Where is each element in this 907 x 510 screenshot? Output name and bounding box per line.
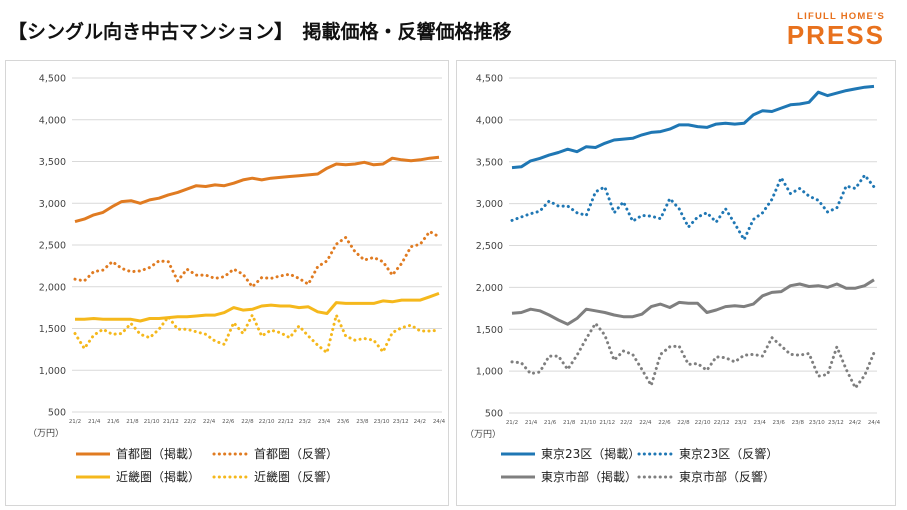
series-line-3: [75, 291, 440, 323]
x-tick-label: 23/12: [393, 419, 409, 425]
y-tick-label: 3,500: [39, 157, 66, 168]
y-tick-label: 1,500: [476, 325, 503, 336]
series-line-1: [511, 84, 875, 170]
legend-label: 近畿圏（掲載）: [116, 469, 200, 484]
x-tick-label: 21/8: [563, 420, 576, 426]
y-tick-label: 3,000: [476, 199, 503, 210]
x-tick-label: 22/2: [184, 419, 196, 425]
y-tick-label: 4,500: [39, 74, 66, 85]
y-tick-label: 4,000: [39, 115, 66, 126]
x-tick-label: 23/6: [337, 419, 350, 425]
x-tick-label: 22/10: [259, 419, 275, 425]
x-tick-label: 22/6: [658, 420, 671, 426]
x-tick-label: 22/4: [639, 420, 652, 426]
legend-label: 東京23区（反響）: [679, 446, 778, 461]
y-tick-label: 4,500: [476, 74, 503, 85]
y-tick-label: 3,500: [476, 157, 503, 168]
x-tick-label: 22/12: [278, 419, 294, 425]
x-tick-label: 24/4: [868, 420, 881, 426]
x-tick-label: 23/10: [374, 419, 390, 425]
chart-metropolitan-kinki: 500 1,000 1,500 2,000 2,500 3,000 3,500 4,000 4,…: [28, 74, 446, 485]
chart-panel-right: 500 1,000 1,500 2,000 2,500 3,000 3,500 4,000 4,…: [456, 60, 896, 506]
x-tick-label: 23/6: [773, 420, 786, 426]
x-tick-label: 21/8: [126, 419, 139, 425]
legend-label: 首都圏（反響）: [254, 446, 338, 461]
legend-label: 近畿圏（反響）: [254, 469, 338, 484]
logo-wordmark: PRESS: [786, 20, 885, 50]
x-tick-label: 21/2: [506, 420, 518, 426]
x-tick-label: 24/2: [414, 419, 426, 425]
y-tick-label: 4,000: [476, 115, 503, 126]
y-axis-unit-label: （万円）: [465, 429, 501, 440]
x-tick-label: 23/2: [734, 420, 746, 426]
x-tick-label: 23/4: [318, 419, 331, 425]
brand-logo: LIFULL HOME'S PRESS: [787, 11, 885, 48]
series-line-3: [511, 278, 875, 326]
y-tick-label: 1,000: [39, 366, 66, 377]
x-tick-label: 23/12: [828, 420, 844, 426]
series-line-4: [73, 313, 441, 355]
x-tick-label: 21/12: [163, 419, 179, 425]
x-tick-label: 21/2: [69, 419, 81, 425]
y-axis-unit-label: （万円）: [28, 428, 64, 439]
x-tick-label: 22/10: [695, 420, 711, 426]
series-line-1: [74, 155, 440, 224]
chart-panel-left: 500 1,000 1,500 2,000 2,500 3,000 3,500 4,000 4,…: [5, 60, 449, 506]
x-tick-label: 21/6: [107, 419, 120, 425]
x-tick-label: 22/6: [222, 419, 235, 425]
legend-label: 東京23区（掲載）: [541, 446, 640, 461]
x-tick-label: 23/2: [299, 419, 311, 425]
x-tick-label: 21/4: [525, 420, 538, 426]
chart-tokyo: 500 1,000 1,500 2,000 2,500 3,000 3,500 4,000 4,…: [465, 74, 881, 485]
legend-label: 東京市部（掲載）: [541, 469, 637, 484]
series-line-2: [510, 173, 876, 242]
x-tick-label: 22/12: [714, 420, 730, 426]
x-tick-label: 21/12: [599, 420, 615, 426]
y-tick-label: 3,000: [39, 199, 66, 210]
x-tick-label: 22/4: [203, 419, 216, 425]
legend-label: 首都圏（掲載）: [116, 446, 200, 461]
x-tick-label: 24/2: [849, 420, 861, 426]
series-line-4: [510, 321, 876, 390]
x-tick-label: 24/4: [433, 419, 446, 425]
x-tick-label: 21/10: [144, 419, 160, 425]
y-tick-label: 2,000: [476, 283, 503, 294]
x-tick-label: 22/2: [620, 420, 632, 426]
x-tick-label: 22/8: [241, 419, 254, 425]
y-tick-label: 1,500: [39, 324, 66, 335]
y-tick-label: 2,000: [39, 282, 66, 293]
x-tick-label: 23/8: [356, 419, 369, 425]
x-tick-label: 23/10: [809, 420, 825, 426]
y-tick-label: 2,500: [476, 241, 503, 252]
x-tick-label: 23/4: [754, 420, 767, 426]
legend-label: 東京市部（反響）: [679, 469, 775, 484]
x-tick-label: 21/6: [544, 420, 557, 426]
x-tick-label: 22/8: [677, 420, 690, 426]
y-tick-label: 500: [485, 409, 503, 420]
series-line-2: [73, 230, 441, 289]
y-tick-label: 500: [48, 408, 66, 419]
x-tick-label: 23/8: [792, 420, 805, 426]
page-title: 【シングル向き中古マンション】 掲載価格・反響価格推移: [8, 21, 512, 43]
y-tick-label: 1,000: [476, 367, 503, 378]
logo-subtitle: LIFULL HOME'S: [797, 11, 885, 22]
x-tick-label: 21/10: [580, 420, 596, 426]
x-tick-label: 21/4: [88, 419, 101, 425]
y-tick-label: 2,500: [39, 241, 66, 252]
